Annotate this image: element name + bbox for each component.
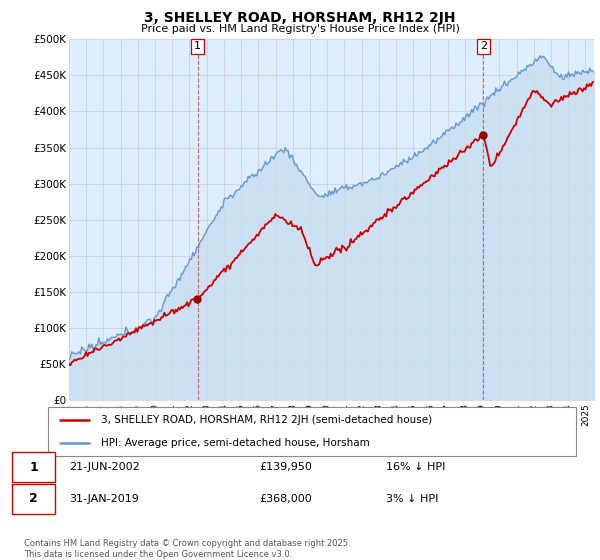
Text: 3, SHELLEY ROAD, HORSHAM, RH12 2JH: 3, SHELLEY ROAD, HORSHAM, RH12 2JH	[144, 11, 456, 25]
Text: 3, SHELLEY ROAD, HORSHAM, RH12 2JH (semi-detached house): 3, SHELLEY ROAD, HORSHAM, RH12 2JH (semi…	[101, 416, 432, 426]
Text: 1: 1	[194, 41, 201, 52]
FancyBboxPatch shape	[12, 484, 55, 514]
FancyBboxPatch shape	[12, 452, 55, 482]
FancyBboxPatch shape	[48, 407, 576, 456]
Text: 3% ↓ HPI: 3% ↓ HPI	[386, 494, 439, 504]
Text: 16% ↓ HPI: 16% ↓ HPI	[386, 462, 446, 472]
Text: 1: 1	[29, 460, 38, 474]
Text: £139,950: £139,950	[260, 462, 313, 472]
Text: £368,000: £368,000	[260, 494, 313, 504]
Text: 31-JAN-2019: 31-JAN-2019	[70, 494, 139, 504]
Text: Price paid vs. HM Land Registry's House Price Index (HPI): Price paid vs. HM Land Registry's House …	[140, 24, 460, 34]
Text: HPI: Average price, semi-detached house, Horsham: HPI: Average price, semi-detached house,…	[101, 438, 370, 448]
Text: 2: 2	[29, 492, 38, 506]
Text: 21-JUN-2002: 21-JUN-2002	[70, 462, 140, 472]
Text: Contains HM Land Registry data © Crown copyright and database right 2025.
This d: Contains HM Land Registry data © Crown c…	[24, 539, 350, 559]
Text: 2: 2	[480, 41, 487, 52]
